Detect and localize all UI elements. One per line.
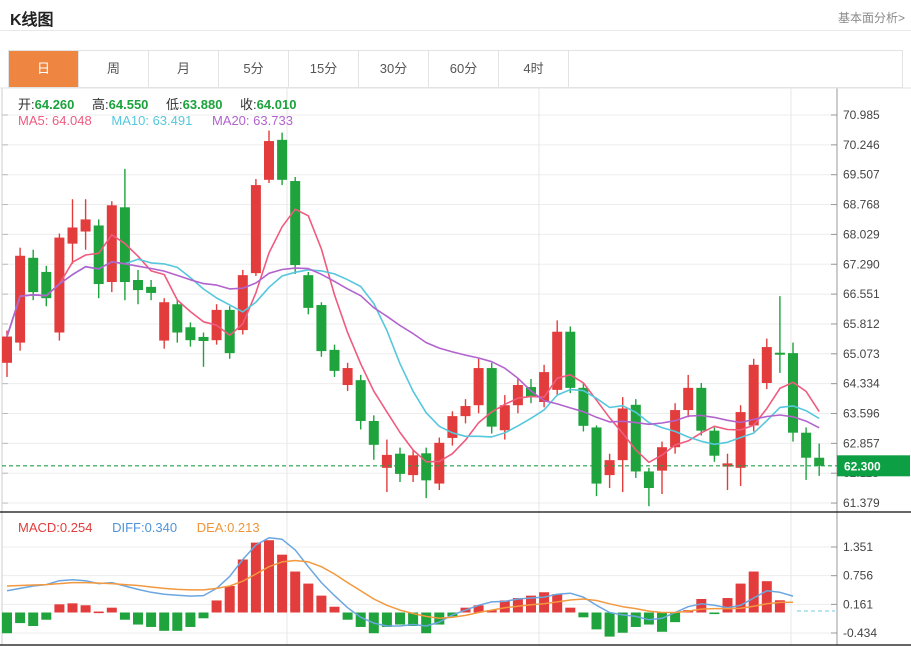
svg-text:62.300: 62.300: [844, 459, 881, 473]
macd-value: 0.254: [59, 520, 93, 535]
diff-value: 0.340: [144, 520, 178, 535]
header-divider: [0, 30, 911, 31]
low-label: 低:: [166, 97, 183, 112]
svg-text:68.029: 68.029: [843, 227, 880, 241]
open-label: 开:: [18, 97, 35, 112]
svg-text:1.351: 1.351: [843, 540, 873, 554]
ma5-value: 64.048: [51, 113, 92, 128]
svg-text:63.596: 63.596: [843, 407, 880, 421]
ma10-label: MA10:: [111, 113, 149, 128]
tab-60min[interactable]: 60分: [429, 51, 499, 87]
fundamental-analysis-link[interactable]: 基本面分析>: [837, 11, 905, 25]
tab-day[interactable]: 日: [9, 51, 79, 87]
ma10-value: 63.491: [152, 113, 193, 128]
svg-text:69.507: 69.507: [843, 168, 880, 182]
page-title: K线图: [10, 12, 54, 29]
svg-text:62.857: 62.857: [843, 436, 880, 450]
ma20-label: MA20:: [211, 113, 250, 128]
tab-15min[interactable]: 15分: [289, 51, 359, 87]
diff-label: DIFF:: [112, 520, 145, 535]
close-label: 收:: [240, 97, 257, 112]
svg-text:65.812: 65.812: [843, 317, 880, 331]
tab-4hour[interactable]: 4时: [499, 51, 569, 87]
ma-readout: MA5: 64.048 MA10: 63.491 MA20: 63.733: [18, 113, 309, 128]
dea-value: 0.213: [227, 520, 260, 535]
svg-text:61.379: 61.379: [843, 496, 880, 510]
open-value: 64.260: [34, 97, 75, 112]
svg-text:65.073: 65.073: [843, 347, 880, 361]
svg-text:70.985: 70.985: [843, 108, 880, 122]
macd-readout: MACD:0.254 DIFF:0.340 DEA:0.213: [18, 520, 276, 535]
svg-text:-0.434: -0.434: [843, 626, 877, 640]
ma5-label: MA5:: [18, 113, 49, 128]
ohlc-readout: 开:64.260 高:64.550 低:63.880 收:64.010: [18, 94, 310, 113]
macd-label: MACD:: [18, 520, 60, 535]
svg-text:67.290: 67.290: [843, 257, 880, 271]
high-label: 高:: [92, 97, 109, 112]
candles: [2, 130, 825, 507]
dea-label: DEA:: [196, 520, 228, 535]
svg-text:0.756: 0.756: [843, 569, 873, 583]
svg-text:0.161: 0.161: [843, 597, 873, 611]
svg-text:68.768: 68.768: [843, 198, 880, 212]
tab-week[interactable]: 周: [79, 51, 149, 87]
svg-text:70.246: 70.246: [843, 138, 880, 152]
high-value: 64.550: [108, 97, 149, 112]
close-value: 64.010: [256, 97, 297, 112]
interval-tabbar: 日 周 月 5分 15分 30分 60分 4时: [8, 50, 903, 88]
tab-5min[interactable]: 5分: [219, 51, 289, 87]
svg-text:66.551: 66.551: [843, 287, 880, 301]
low-value: 63.880: [182, 97, 223, 112]
tab-month[interactable]: 月: [149, 51, 219, 87]
current-price-badge: [837, 455, 910, 477]
ma20-value: 63.733: [253, 113, 293, 128]
svg-text:64.334: 64.334: [843, 377, 880, 391]
tab-30min[interactable]: 30分: [359, 51, 429, 87]
